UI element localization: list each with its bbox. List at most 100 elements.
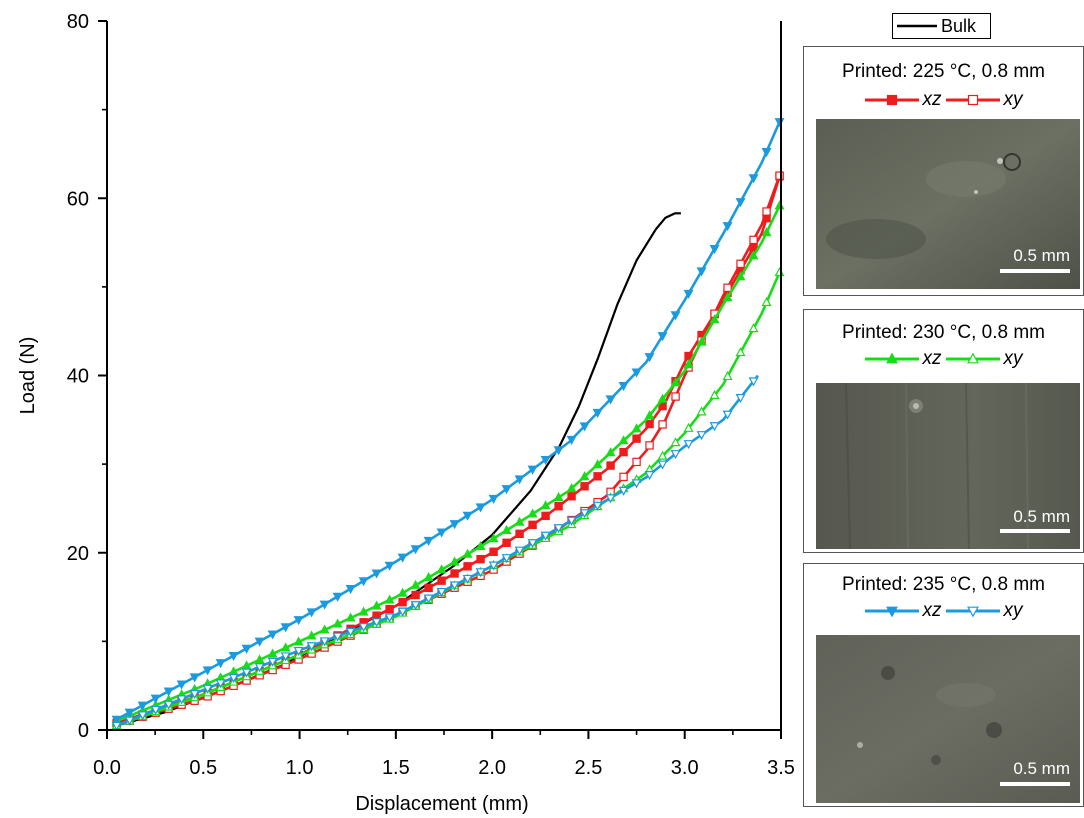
data-point [241, 668, 252, 678]
data-point [748, 323, 759, 333]
data-point [579, 509, 590, 519]
data-point [618, 435, 629, 445]
data-point [254, 654, 265, 664]
data-point [645, 441, 654, 450]
data-point [606, 461, 615, 470]
legend-xy-label: xy [1003, 348, 1023, 369]
data-point [345, 585, 356, 595]
data-point [632, 434, 641, 443]
data-point [774, 200, 785, 210]
data-point [267, 648, 278, 658]
data-point [385, 604, 394, 614]
data-point [410, 545, 421, 555]
data-point [709, 244, 720, 255]
data-point [463, 562, 472, 571]
data-point [761, 296, 772, 307]
panel-title: Printed: 225 °C, 0.8 mm [842, 61, 1045, 82]
data-point [748, 174, 759, 184]
data-point [631, 423, 642, 433]
data-point [592, 408, 603, 418]
data-point [735, 271, 746, 281]
data-point [345, 627, 356, 637]
data-point [215, 679, 226, 689]
data-point [658, 420, 667, 429]
x-tick-label: 2.5 [575, 757, 603, 779]
bulk-legend-line [897, 24, 937, 28]
plot-area [111, 117, 785, 730]
micrograph-image: 0.5 mm [816, 635, 1080, 803]
scale-bar-label: 0.5 mm [1013, 507, 1070, 526]
data-point [696, 431, 707, 441]
data-point [202, 684, 213, 694]
micrograph-texture [816, 635, 1080, 803]
data-point [774, 267, 785, 277]
data-point [475, 503, 486, 513]
data-point [761, 227, 772, 237]
data-point [137, 701, 148, 711]
data-point [410, 601, 421, 611]
micrograph-panel-235: Printed: 235 °C, 0.8 mm xz xy 0.5 mm [803, 563, 1084, 807]
data-point [475, 568, 486, 578]
data-point [241, 644, 252, 654]
data-point [124, 716, 135, 726]
load-displacement-chart: 0 20 40 60 80 0.0 0.5 1.0 1.5 2.0 2.5 3.0 3.5 Displac… [17, 11, 795, 815]
data-point [228, 651, 239, 662]
micrograph-panel-225: Printed: 225 °C, 0.8 mm xz xy 0.5 mm [803, 46, 1084, 296]
data-point [541, 511, 550, 521]
data-point [189, 690, 200, 700]
data-point [709, 389, 720, 399]
data-point [462, 574, 473, 584]
data-point [397, 587, 408, 597]
data-point [280, 623, 291, 633]
legend-marker [967, 94, 978, 106]
data-point [683, 440, 694, 450]
data-point [345, 612, 356, 622]
data-point [176, 695, 187, 705]
data-point [735, 198, 746, 208]
legend-marker [885, 352, 898, 364]
series-line [116, 171, 783, 725]
data-point [683, 289, 694, 299]
data-point [332, 592, 343, 602]
data-point [722, 410, 733, 420]
data-point [488, 561, 499, 571]
micrograph-texture [816, 119, 1080, 289]
data-point [384, 594, 395, 604]
series-line [116, 202, 783, 723]
data-point [735, 347, 746, 357]
data-point [619, 447, 628, 457]
data-point [670, 450, 681, 460]
data-point [424, 583, 433, 593]
legend-xy-marker [945, 606, 1000, 618]
data-point [566, 483, 577, 493]
data-point [449, 556, 460, 566]
data-point [553, 446, 564, 456]
data-point [372, 611, 381, 620]
y-tick-label: 40 [67, 366, 89, 388]
data-point [632, 457, 641, 467]
y-tick-label: 20 [67, 543, 89, 565]
data-point [683, 359, 694, 369]
scale-bar [1000, 782, 1070, 786]
data-point [397, 553, 408, 563]
data-point [671, 392, 680, 401]
data-point [736, 259, 745, 269]
data-point [501, 554, 512, 564]
y-tick-label: 80 [67, 11, 89, 33]
x-tick-label: 1.5 [382, 757, 410, 779]
panel-legend: xz xy [804, 348, 1083, 370]
data-point [293, 616, 304, 626]
data-point [384, 613, 395, 623]
data-point [553, 524, 564, 534]
data-point [280, 642, 291, 652]
data-point [631, 479, 642, 489]
x-tick-label: 0.0 [93, 757, 121, 779]
data-point [618, 486, 629, 496]
data-point [163, 687, 174, 697]
data-point [566, 516, 577, 526]
axes: 0 20 40 60 80 0.0 0.5 1.0 1.5 2.0 2.5 3.0 3.5 Displac… [17, 11, 795, 815]
data-point [436, 587, 447, 598]
micrograph-image: 0.5 mm [816, 119, 1080, 289]
data-point [553, 492, 564, 502]
legend-xz-label: xz [922, 348, 942, 369]
